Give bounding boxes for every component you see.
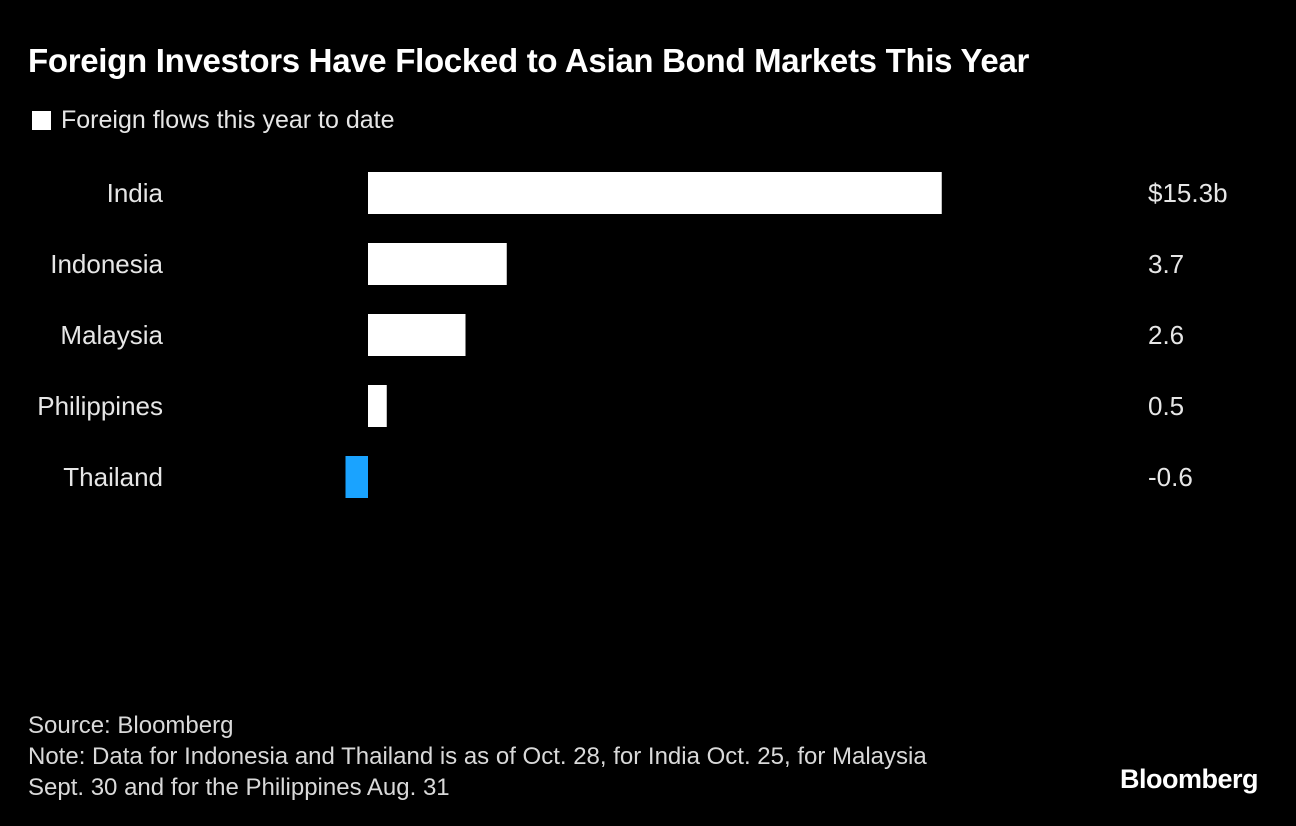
category-label: Philippines [37, 391, 163, 421]
bar-chart: India $15.3b Indonesia 3.7 Malaysia 2.6 Philip… [37, 172, 1228, 498]
bar [345, 456, 368, 498]
bar [368, 385, 387, 427]
value-label: -0.6 [1148, 462, 1193, 492]
bar [368, 243, 507, 285]
legend-label: Foreign flows this year to date [61, 106, 395, 134]
note-text: Note: Data for Indonesia and Thailand is… [28, 743, 927, 801]
value-label: $15.3b [1148, 178, 1228, 208]
chart-title: Foreign Investors Have Flocked to Asian … [28, 42, 1030, 79]
source-text: Source: Bloomberg [28, 712, 234, 739]
value-label: 3.7 [1148, 249, 1184, 279]
category-label: Malaysia [60, 320, 163, 350]
bloomberg-logo: Bloomberg [1119, 764, 1259, 794]
category-label: India [107, 178, 164, 208]
legend-swatch [32, 111, 51, 130]
category-label: Indonesia [50, 249, 163, 279]
category-label: Thailand [63, 462, 163, 492]
value-label: 2.6 [1148, 320, 1184, 350]
legend: Foreign flows this year to date [32, 106, 395, 135]
bar [368, 172, 942, 214]
footer: Source: Bloomberg Note: Data for Indones… [28, 710, 978, 803]
value-label: 0.5 [1148, 391, 1184, 421]
bar [368, 314, 466, 356]
